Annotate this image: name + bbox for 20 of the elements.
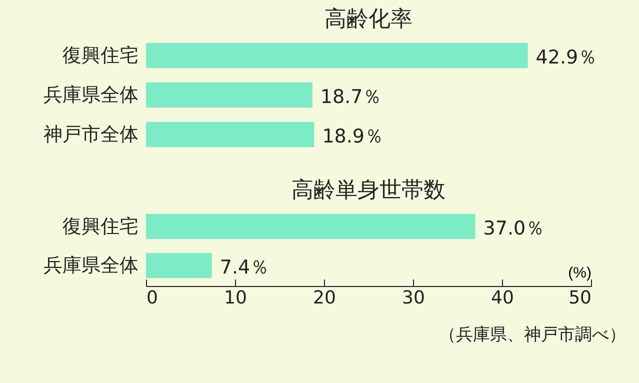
data-label: 7.4％: [220, 256, 270, 279]
text: （兵庫県、神戸市調べ）: [438, 324, 626, 346]
y-tick-label: 神戸市全体: [44, 123, 138, 146]
chart-title: 高齢化率: [324, 7, 412, 32]
chart-title: 高齢単身世帯数: [292, 178, 446, 203]
y-tick-label: 兵庫県全体: [44, 84, 138, 106]
x-tick-label: 50: [568, 288, 592, 308]
y-tick-label: 兵庫県全体: [44, 254, 138, 277]
y-tick-label: 復興住宅: [62, 44, 138, 67]
x-tick-label: 30: [402, 288, 425, 308]
data-label: 18.9％: [322, 125, 384, 148]
x-axis-title: (%): [568, 264, 592, 282]
data-label: 18.7％: [320, 86, 382, 108]
x-tick-label: 0: [146, 288, 158, 308]
data-label: 42.9％: [536, 46, 598, 69]
x-tick-label: 40: [491, 288, 514, 308]
data-label: 37.0％: [483, 217, 545, 240]
x-tick-label: 10: [224, 288, 247, 308]
y-tick-label: 復興住宅: [62, 215, 138, 238]
x-tick-label: 20: [313, 288, 336, 308]
